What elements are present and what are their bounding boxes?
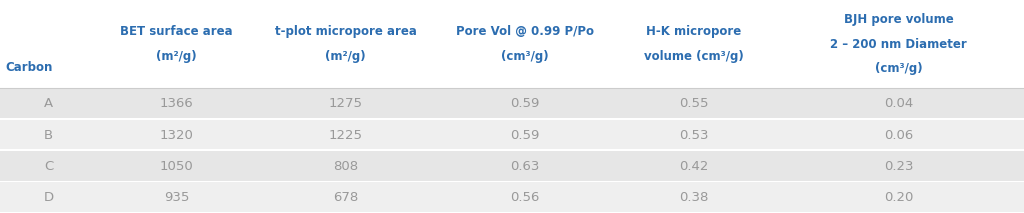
Text: 678: 678 (333, 191, 358, 204)
Text: 0.38: 0.38 (679, 191, 709, 204)
Text: 0.04: 0.04 (884, 98, 913, 111)
Text: 1320: 1320 (160, 129, 194, 142)
Text: C: C (44, 160, 53, 173)
Text: BET surface area: BET surface area (121, 25, 232, 39)
Text: 0.59: 0.59 (510, 98, 540, 111)
Text: 2 – 200 nm Diameter: 2 – 200 nm Diameter (830, 38, 967, 51)
Text: 1225: 1225 (329, 129, 362, 142)
Text: A: A (44, 98, 53, 111)
Bar (0, 119, 1024, 150)
Text: volume (cm³/g): volume (cm³/g) (644, 50, 743, 63)
Text: 0.06: 0.06 (884, 129, 913, 142)
Text: (cm³/g): (cm³/g) (501, 50, 549, 63)
Text: 0.42: 0.42 (679, 160, 709, 173)
Text: D: D (44, 191, 53, 204)
Text: 1366: 1366 (160, 98, 194, 111)
Bar (0, 182, 1024, 212)
Text: BJH pore volume: BJH pore volume (844, 13, 953, 26)
Text: 808: 808 (333, 160, 358, 173)
Text: (m²/g): (m²/g) (326, 50, 366, 63)
Text: Carbon: Carbon (5, 60, 52, 74)
Text: 0.20: 0.20 (884, 191, 913, 204)
Bar (0, 0, 1024, 88)
Text: (cm³/g): (cm³/g) (874, 62, 923, 75)
Text: B: B (44, 129, 53, 142)
Text: 0.53: 0.53 (679, 129, 709, 142)
Text: 1050: 1050 (160, 160, 194, 173)
Bar (0, 88, 1024, 118)
Text: 0.63: 0.63 (510, 160, 540, 173)
Text: (m²/g): (m²/g) (157, 50, 197, 63)
Text: 0.55: 0.55 (679, 98, 709, 111)
Bar (0, 151, 1024, 181)
Text: H-K micropore: H-K micropore (646, 25, 741, 39)
Text: Pore Vol @ 0.99 P/Po: Pore Vol @ 0.99 P/Po (456, 25, 594, 39)
Text: t-plot micropore area: t-plot micropore area (274, 25, 417, 39)
Text: 935: 935 (164, 191, 189, 204)
Text: 1275: 1275 (329, 98, 362, 111)
Text: 0.56: 0.56 (510, 191, 540, 204)
Text: 0.23: 0.23 (884, 160, 913, 173)
Text: 0.59: 0.59 (510, 129, 540, 142)
